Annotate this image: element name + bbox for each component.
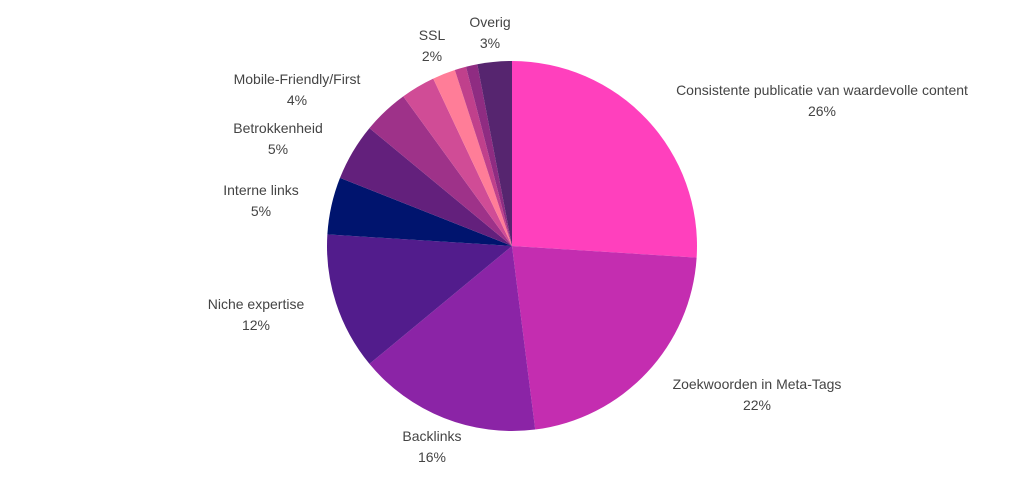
slice-label: Backlinks (402, 428, 461, 444)
slice-percent-label: 2% (422, 48, 442, 64)
pie-slice (369, 96, 512, 246)
pie-slice (512, 246, 697, 430)
pie-slice (403, 78, 512, 246)
slice-label: SSL (419, 27, 446, 43)
pie-slice (327, 234, 512, 364)
slice-percent-label: 26% (808, 103, 836, 119)
slice-label: Niche expertise (208, 296, 305, 312)
slice-label: Zoekwoorden in Meta-Tags (673, 376, 842, 392)
pie-slice (327, 177, 512, 246)
slice-label: Interne links (223, 182, 298, 198)
pie-slice (369, 246, 536, 431)
slice-percent-label: 4% (287, 92, 307, 108)
slice-label: Consistente publicatie van waardevolle c… (676, 82, 968, 98)
pie-slice (454, 66, 512, 246)
pie-slice (339, 128, 512, 246)
pie-slice (512, 61, 697, 258)
pie-slice (477, 61, 512, 246)
pie-slice (433, 70, 512, 246)
slice-percent-label: 3% (480, 35, 500, 51)
slice-percent-label: 22% (743, 397, 771, 413)
slice-percent-label: 5% (251, 203, 271, 219)
slice-percent-label: 12% (242, 317, 270, 333)
slice-label: Betrokkenheid (233, 120, 323, 136)
slice-label: Overig (469, 14, 510, 30)
slice-label: Mobile-Friendly/First (234, 71, 361, 87)
slice-percent-label: 5% (268, 141, 288, 157)
pie-slice (465, 64, 512, 246)
slice-percent-label: 16% (418, 449, 446, 465)
